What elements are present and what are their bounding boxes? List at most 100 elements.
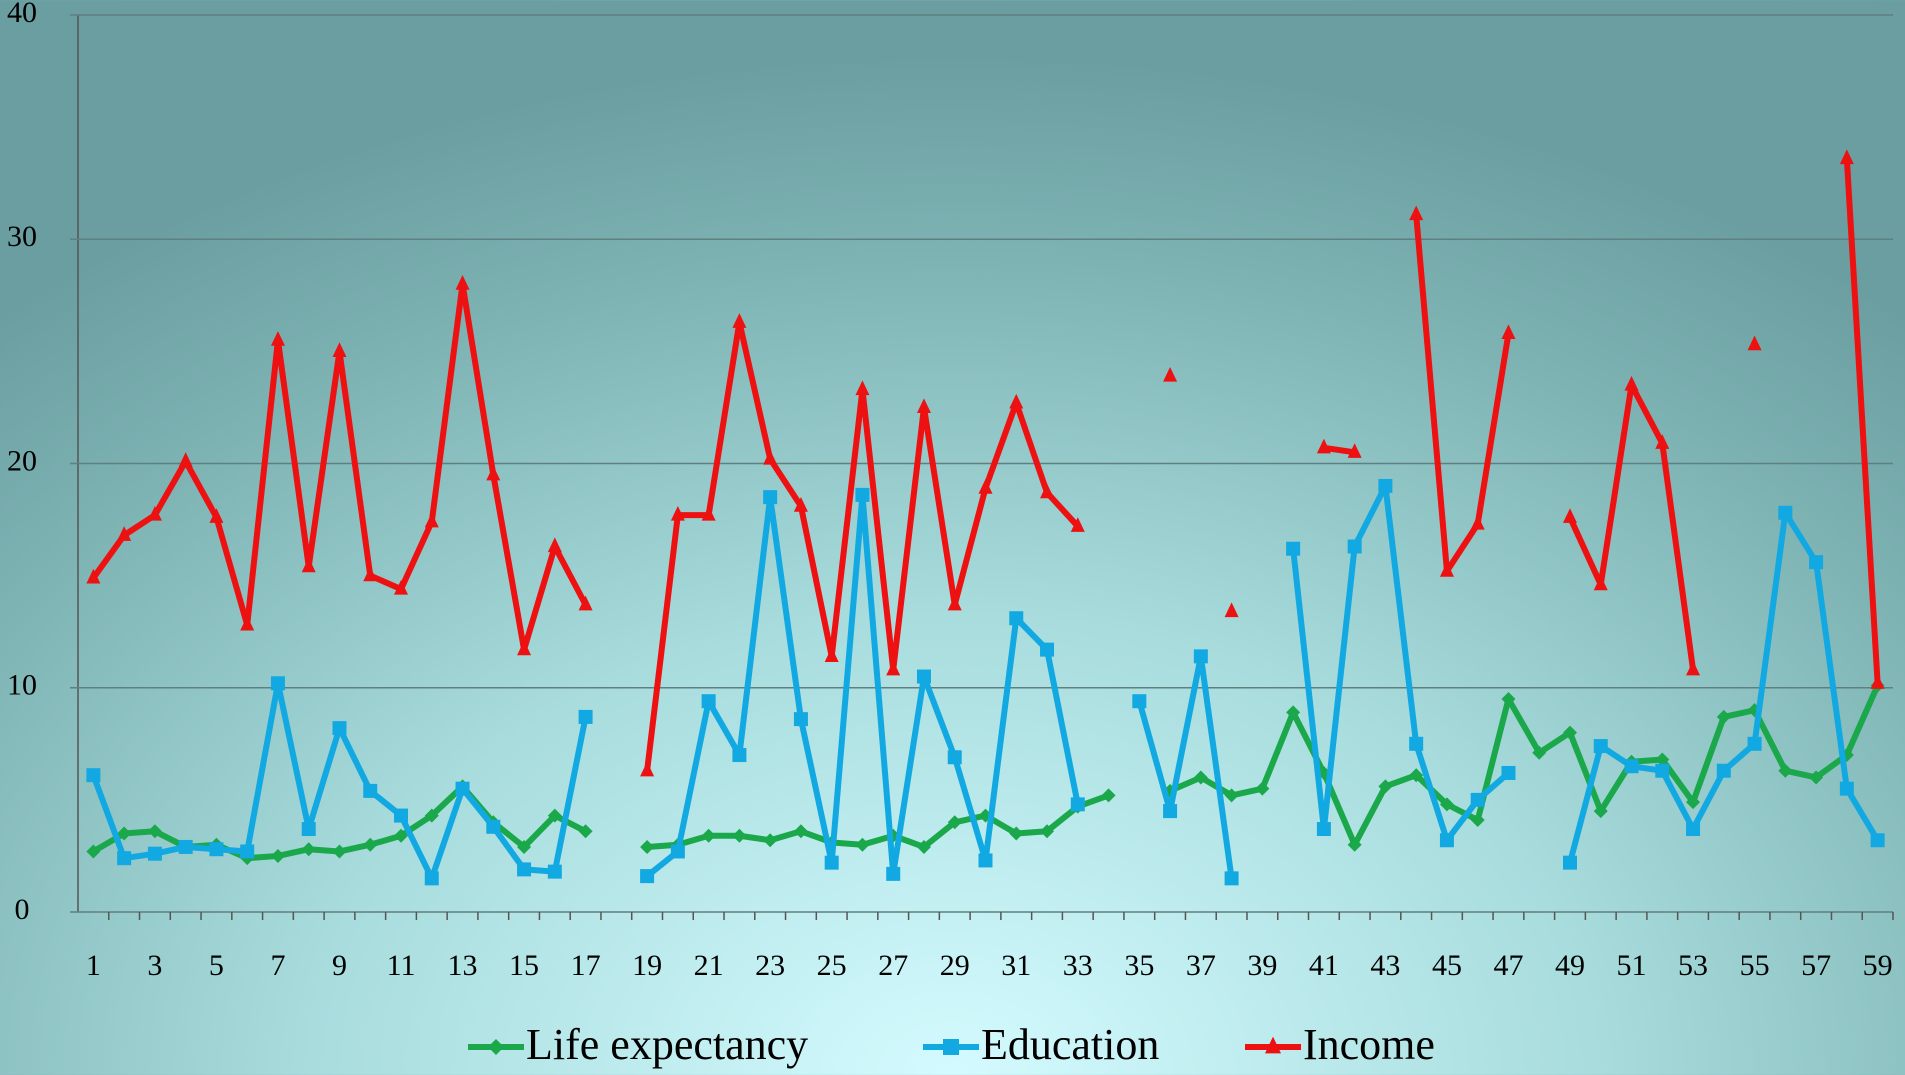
data-point: [763, 449, 778, 465]
data-point: [363, 783, 378, 798]
data-point: [178, 452, 193, 467]
data-point: [117, 826, 132, 841]
data-point: [1839, 149, 1854, 165]
data-point: [117, 851, 132, 866]
x-tick-label: 59: [1863, 949, 1893, 982]
x-tick-label: 9: [332, 949, 347, 982]
data-point: [1593, 804, 1608, 819]
data-point: [978, 479, 993, 494]
data-point: [1378, 478, 1393, 493]
data-point: [394, 828, 409, 843]
data-point: [578, 709, 593, 724]
data-point: [701, 505, 716, 521]
y-tick-label: 10: [7, 669, 37, 702]
data-point: [455, 275, 470, 290]
data-point: [1747, 736, 1762, 751]
data-point: [332, 721, 347, 736]
x-tick-label: 13: [448, 949, 478, 982]
x-tick-label: 57: [1801, 949, 1831, 982]
x-tick-label: 23: [755, 949, 785, 982]
data-point: [1316, 822, 1331, 837]
data-point: [363, 837, 378, 852]
data-point: [763, 490, 778, 505]
legend-marker: [1265, 1036, 1281, 1054]
data-point: [1778, 763, 1793, 778]
data-point: [1501, 765, 1516, 780]
data-point: [1255, 781, 1270, 796]
data-point: [578, 824, 593, 839]
data-point: [886, 660, 901, 676]
data-point: [1163, 366, 1178, 382]
data-point: [1347, 837, 1362, 852]
data-point: [270, 848, 285, 863]
data-point: [147, 846, 162, 861]
legend-label: Income: [1303, 1020, 1435, 1069]
data-point: [640, 869, 655, 884]
data-point: [517, 862, 532, 877]
data-point: [424, 512, 439, 528]
data-point: [1562, 725, 1577, 740]
data-point: [978, 853, 993, 868]
data-point: [1593, 739, 1608, 754]
x-tick-label: 35: [1124, 949, 1154, 982]
x-tick-label: 17: [571, 949, 601, 982]
data-point: [1716, 709, 1731, 724]
data-point: [1409, 768, 1424, 783]
data-point: [547, 808, 562, 823]
data-point: [701, 828, 716, 843]
data-point: [701, 694, 716, 709]
y-tick-label: 20: [7, 444, 37, 477]
x-tick-label: 5: [209, 949, 224, 982]
x-tick-label: 11: [387, 949, 416, 982]
data-point: [916, 669, 931, 684]
x-tick-label: 19: [632, 949, 662, 982]
x-tick-label: 27: [878, 949, 908, 982]
y-tick-label: 0: [15, 893, 30, 926]
x-tick-label: 43: [1370, 949, 1400, 982]
data-point: [1070, 797, 1085, 812]
x-tick-label: 45: [1432, 949, 1462, 982]
data-point: [947, 750, 962, 765]
x-tick-label: 55: [1740, 949, 1770, 982]
data-point: [424, 808, 439, 823]
data-point: [1009, 826, 1024, 841]
data-point: [1101, 788, 1116, 803]
data-point: [1747, 335, 1762, 351]
data-point: [1624, 759, 1639, 774]
y-tick-label: 30: [7, 220, 37, 253]
data-point: [117, 526, 132, 541]
data-point: [793, 497, 808, 512]
legend-label: Life expectancy: [526, 1020, 808, 1069]
data-point: [640, 761, 655, 777]
data-point: [86, 768, 101, 783]
legend-marker: [943, 1039, 959, 1055]
data-point: [1470, 514, 1485, 530]
data-point: [547, 864, 562, 879]
data-point: [1040, 642, 1055, 657]
data-point: [332, 342, 347, 357]
data-point: [1593, 575, 1608, 591]
x-tick-label: 41: [1309, 949, 1339, 982]
data-point: [1070, 517, 1085, 532]
data-point: [301, 842, 316, 857]
data-point: [1470, 813, 1485, 828]
data-point: [670, 505, 685, 521]
data-point: [732, 313, 747, 328]
data-point: [240, 844, 255, 859]
data-point: [1409, 736, 1424, 751]
x-tick-label: 33: [1063, 949, 1093, 982]
data-point: [270, 676, 285, 691]
data-point: [640, 839, 655, 854]
data-point: [178, 839, 193, 854]
data-point: [1501, 324, 1516, 340]
data-point: [1839, 781, 1854, 796]
data-point: [1224, 871, 1239, 886]
x-tick-label: 53: [1678, 949, 1708, 982]
data-point: [1501, 691, 1516, 706]
data-point: [394, 579, 409, 595]
data-point: [86, 568, 101, 584]
data-point: [1040, 824, 1055, 839]
series-line: [90, 158, 1881, 772]
